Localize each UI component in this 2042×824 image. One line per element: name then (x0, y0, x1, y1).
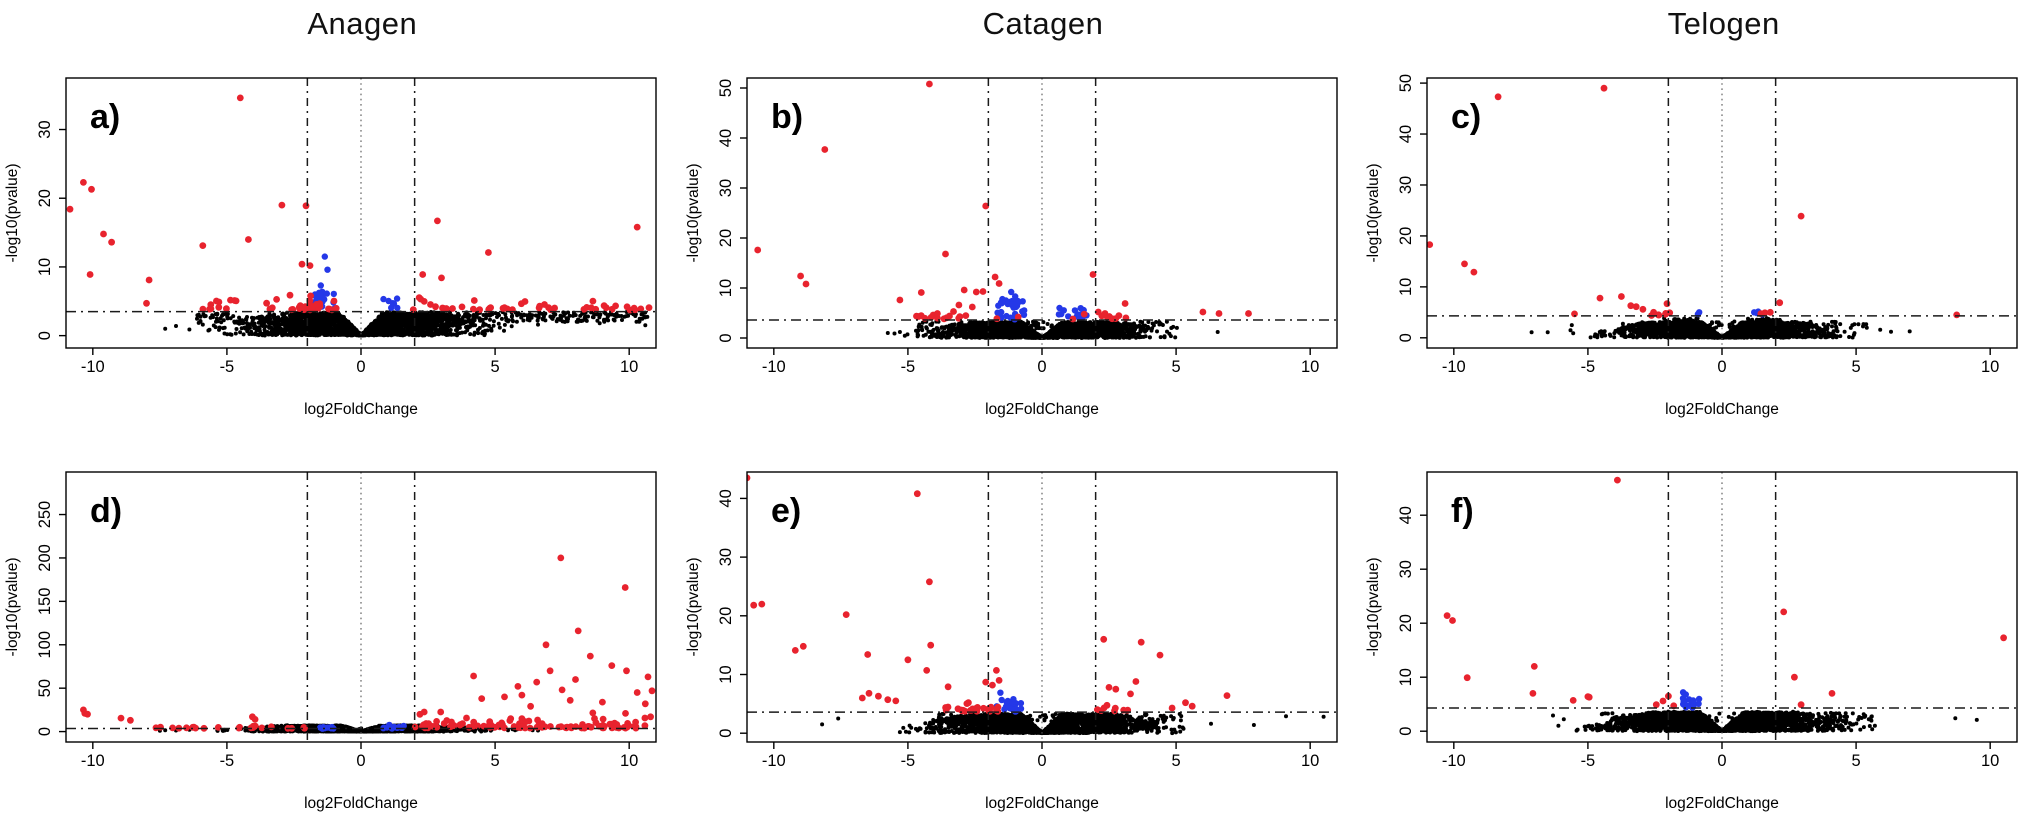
column-title-anagen: Anagen (307, 6, 418, 41)
column-title-telogen: Telogen (1667, 6, 1780, 41)
svg-text:10: 10 (36, 258, 54, 276)
volcano-panel-c: -10 -5 0 5 1001020304050log2FoldChange-log10… (1365, 74, 2019, 418)
panel-row-bottom: -10 -5 0 5 10 0 50 100 150 200 250 log2FoldChange -l… (0, 444, 2042, 824)
volcano-panel-e: -10 -5 0 5 10010203040log2FoldChange-log10(p… (685, 471, 1338, 812)
volcano-panel-f: -10 -5 0 5 10010203040log2FoldChange-log10(p… (1365, 471, 2019, 812)
panel-row-top: -10 -5 0 5 10 0 10 20 30 log2FoldChange -log10(pva… (0, 42, 2042, 444)
svg-text:10: 10 (620, 358, 638, 376)
svg-text:a): a) (90, 98, 120, 136)
volcano-panel-b: -10 -5 0 5 1001020304050log2FoldChange-log10… (685, 77, 1338, 418)
svg-text:20: 20 (36, 189, 54, 207)
svg-text:0: 0 (356, 358, 365, 376)
svg-text:0: 0 (36, 331, 54, 340)
svg-text:30: 30 (36, 120, 54, 138)
svg-text:log2FoldChange: log2FoldChange (304, 401, 418, 418)
svg-text:-5: -5 (220, 358, 235, 376)
svg-text:-10: -10 (81, 358, 105, 376)
column-titles: Anagen Catagen Telogen (0, 0, 2042, 42)
svg-text:-log10(pvalue): -log10(pvalue) (4, 163, 21, 262)
svg-text:5: 5 (490, 358, 499, 376)
volcano-panel-a: -10 -5 0 5 10 0 10 20 30 log2FoldChange -log10(pva… (4, 77, 657, 418)
volcano-panel-d: -10 -5 0 5 10050100150200250log2FoldChange-l… (4, 471, 657, 812)
column-title-catagen: Catagen (982, 6, 1104, 41)
